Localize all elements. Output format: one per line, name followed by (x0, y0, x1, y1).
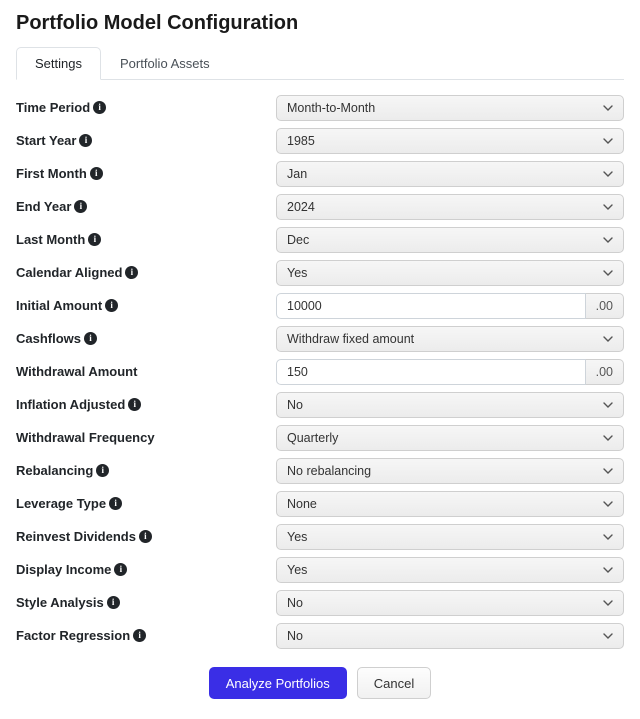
cancel-button[interactable]: Cancel (357, 667, 431, 699)
chevron-down-icon (603, 468, 613, 474)
info-icon[interactable]: i (133, 629, 146, 642)
info-icon[interactable]: i (128, 398, 141, 411)
page-title: Portfolio Model Configuration (16, 12, 624, 35)
select-inflation-adjusted[interactable]: No (276, 392, 624, 418)
chevron-down-icon (603, 336, 613, 342)
chevron-down-icon (603, 171, 613, 177)
label-factor-regression: Factor Regression i (16, 628, 276, 643)
label-withdrawal-frequency: Withdrawal Frequency (16, 430, 276, 445)
info-icon[interactable]: i (90, 167, 103, 180)
info-icon[interactable]: i (74, 200, 87, 213)
select-last-month[interactable]: Dec (276, 227, 624, 253)
select-factor-regression[interactable]: No (276, 623, 624, 649)
label-end-year: End Year i (16, 199, 276, 214)
tab-bar: Settings Portfolio Assets (16, 47, 624, 80)
select-reinvest-dividends[interactable]: Yes (276, 524, 624, 550)
addon-initial-amount: .00 (586, 293, 624, 319)
info-icon[interactable]: i (107, 596, 120, 609)
select-rebalancing[interactable]: No rebalancing (276, 458, 624, 484)
select-withdrawal-frequency[interactable]: Quarterly (276, 425, 624, 451)
label-time-period: Time Period i (16, 100, 276, 115)
addon-withdrawal-amount: .00 (586, 359, 624, 385)
info-icon[interactable]: i (96, 464, 109, 477)
label-initial-amount: Initial Amount i (16, 298, 276, 313)
tab-settings[interactable]: Settings (16, 47, 101, 80)
chevron-down-icon (603, 600, 613, 606)
select-end-year[interactable]: 2024 (276, 194, 624, 220)
info-icon[interactable]: i (139, 530, 152, 543)
label-display-income: Display Income i (16, 562, 276, 577)
select-start-year[interactable]: 1985 (276, 128, 624, 154)
label-withdrawal-amount: Withdrawal Amount (16, 364, 276, 379)
chevron-down-icon (603, 435, 613, 441)
select-leverage-type[interactable]: None (276, 491, 624, 517)
label-inflation-adjusted: Inflation Adjusted i (16, 397, 276, 412)
chevron-down-icon (603, 567, 613, 573)
chevron-down-icon (603, 204, 613, 210)
label-last-month: Last Month i (16, 232, 276, 247)
select-calendar-aligned[interactable]: Yes (276, 260, 624, 286)
info-icon[interactable]: i (105, 299, 118, 312)
info-icon[interactable]: i (84, 332, 97, 345)
select-time-period[interactable]: Month-to-Month (276, 95, 624, 121)
label-reinvest-dividends: Reinvest Dividends i (16, 529, 276, 544)
label-cashflows: Cashflows i (16, 331, 276, 346)
chevron-down-icon (603, 633, 613, 639)
select-cashflows[interactable]: Withdraw fixed amount (276, 326, 624, 352)
analyze-button[interactable]: Analyze Portfolios (209, 667, 347, 699)
info-icon[interactable]: i (125, 266, 138, 279)
tab-portfolio-assets[interactable]: Portfolio Assets (101, 47, 229, 80)
info-icon[interactable]: i (109, 497, 122, 510)
input-initial-amount[interactable] (276, 293, 586, 319)
chevron-down-icon (603, 237, 613, 243)
select-first-month[interactable]: Jan (276, 161, 624, 187)
info-icon[interactable]: i (88, 233, 101, 246)
label-start-year: Start Year i (16, 133, 276, 148)
input-withdrawal-amount[interactable] (276, 359, 586, 385)
chevron-down-icon (603, 270, 613, 276)
info-icon[interactable]: i (79, 134, 92, 147)
label-first-month: First Month i (16, 166, 276, 181)
select-style-analysis[interactable]: No (276, 590, 624, 616)
chevron-down-icon (603, 534, 613, 540)
info-icon[interactable]: i (93, 101, 106, 114)
chevron-down-icon (603, 501, 613, 507)
label-leverage-type: Leverage Type i (16, 496, 276, 511)
chevron-down-icon (603, 138, 613, 144)
chevron-down-icon (603, 105, 613, 111)
chevron-down-icon (603, 402, 613, 408)
info-icon[interactable]: i (114, 563, 127, 576)
label-calendar-aligned: Calendar Aligned i (16, 265, 276, 280)
label-style-analysis: Style Analysis i (16, 595, 276, 610)
label-rebalancing: Rebalancing i (16, 463, 276, 478)
